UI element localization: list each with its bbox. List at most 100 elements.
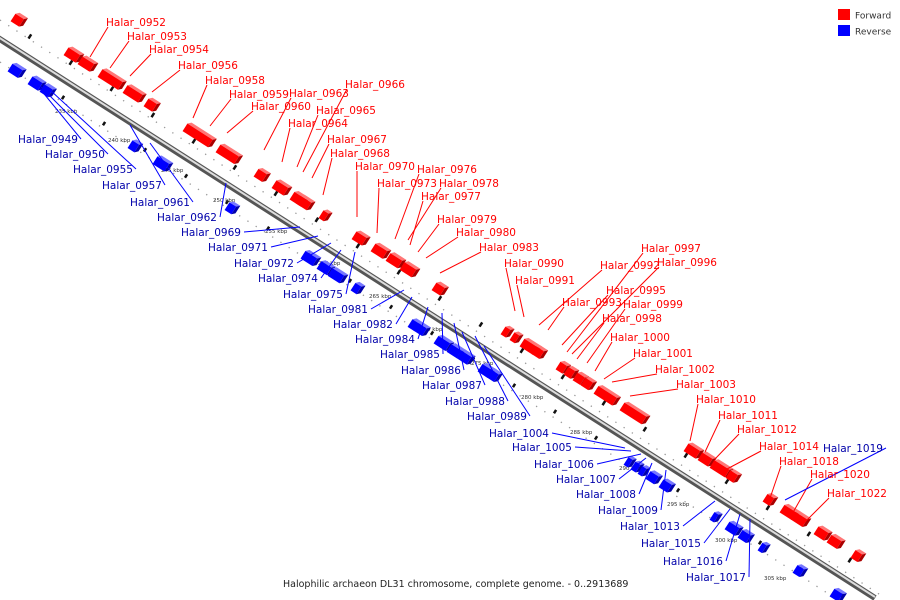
reverse-gene-glyph [623,456,637,468]
forward-gene-glyph [143,97,161,112]
reverse-gene-glyph [757,541,771,554]
forward-leader-line [611,373,658,383]
forward-leader-line [89,26,109,58]
axis-tick-mark [183,173,189,179]
forward-leader-line [209,98,232,127]
reverse-gene-label: Halar_0969 [181,227,241,239]
axis-tick-mark [429,330,435,336]
forward-gene-glyph [531,345,549,359]
forward-leader-line [263,97,292,151]
forward-gene-glyph [385,252,407,269]
forward-gene-label: Halar_1000 [610,332,670,344]
reverse-leader-line [638,462,653,495]
forward-gene-glyph [10,12,28,27]
tick-label: 240 kbp [108,138,131,144]
forward-gene-glyph [97,68,127,90]
reverse-gene-label: Halar_0971 [208,242,268,254]
forward-gene-glyph [813,525,833,541]
forward-gene-glyph [697,451,717,467]
tick-label: 265 kbp [369,294,392,300]
reverse-gene-label: Halar_1019 [823,443,883,455]
forward-gene-label: Halar_0966 [345,79,405,91]
forward-gene-label: Halar_0992 [600,260,660,272]
forward-gene-glyph [63,46,85,63]
forward-leader-line [407,187,442,241]
reverse-leader-line [320,249,342,279]
reverse-gene-label: Halar_1005 [512,442,572,454]
forward-leader-line [505,267,516,312]
reverse-leader-line [149,142,194,203]
reverse-leader-line [417,306,429,340]
axis-tick-mark [806,531,812,537]
forward-gene-glyph [318,209,333,222]
tick-label: 245 kbp [161,168,184,174]
forward-leader-line [726,450,762,470]
reverse-leader-line [682,500,716,527]
axis-tick-mark [552,409,558,415]
forward-gene-label: Halar_0970 [355,161,415,173]
reverse-leader-line [296,242,332,264]
axis-tick-mark [224,199,230,205]
forward-gene-label: Halar_0964 [288,118,348,130]
forward-gene-glyph [509,331,524,344]
forward-gene-label: Halar_1003 [676,379,736,391]
axis-tick-mark [724,478,730,485]
tick-label: 305 kbp [764,576,787,582]
forward-gene-glyph [580,376,598,391]
forward-gene-glyph [619,401,651,425]
reverse-leader-line [129,124,166,186]
reverse-leader-line [474,335,509,402]
forward-leader-line [571,266,660,355]
forward-leader-line [296,114,319,168]
forward-gene-glyph [370,242,392,259]
reverse-gene-glyph [658,478,676,493]
reverse-leader-line [784,447,887,501]
forward-leader-line [409,200,424,246]
axis-tick-mark [519,347,525,354]
reverse-gene-label: Halar_1008 [576,489,636,501]
forward-gene-label: Halar_0956 [178,60,238,72]
forward-leader-line [603,357,636,380]
reverse-leader-line [219,182,227,218]
forward-leader-line [281,127,291,163]
reverse-gene-label: Halar_0955 [73,164,133,176]
axis-tick-mark [109,86,115,92]
legend-reverse-swatch [838,25,850,36]
axis-tick-mark [314,216,320,223]
reverse-gene-label: Halar_1006 [534,459,594,471]
forward-gene-label: Halar_0968 [330,148,390,160]
forward-leader-line [547,306,565,331]
reverse-leader-line [725,513,741,562]
axis-tick-mark [593,435,599,441]
reverse-leader-line [574,446,632,452]
reverse-gene-glyph [792,564,809,578]
reverse-gene-label: Halar_1015 [641,538,701,550]
reverse-gene-label: Halar_0961 [130,197,190,209]
axis-tick-mark [757,540,763,545]
axis-tick-mark [273,190,279,197]
reverse-leader-line [618,457,647,480]
forward-leader-line [192,84,208,119]
tick-label: 255 kbp [265,229,288,235]
forward-gene-label: Halar_1012 [737,424,797,436]
reverse-gene-glyph [327,267,349,284]
reverse-gene-label: Halar_0949 [18,134,78,146]
forward-leader-line [594,341,613,372]
reverse-gene-glyph [350,281,366,295]
tick-label: 300 kbp [715,538,738,544]
forward-gene-label: Halar_1002 [655,364,715,376]
forward-gene-glyph [762,493,779,506]
forward-gene-glyph [683,442,705,459]
forward-gene-label: Halar_0979 [437,214,497,226]
reverse-gene-glyph [224,201,241,215]
genome-caption: Halophilic archaeon DL31 chromosome, com… [283,579,628,590]
reverse-gene-label: Halar_1016 [663,556,723,568]
reverse-leader-line [243,226,301,233]
chromosome-axis-highlight [0,37,876,598]
reverse-leader-line [461,331,486,386]
forward-guide-track [0,19,886,599]
axis-tick-mark [355,243,361,249]
axis-tick-mark [560,374,566,380]
forward-gene-label: Halar_0997 [641,243,701,255]
